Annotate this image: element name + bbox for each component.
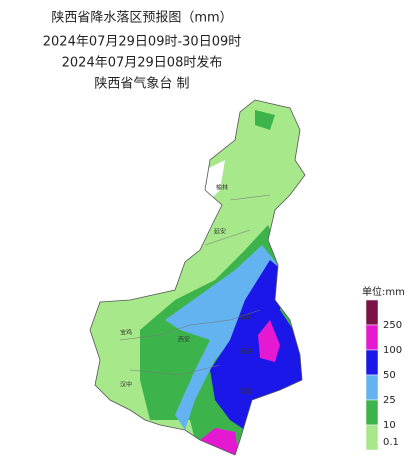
district-border: [119, 194, 271, 376]
legend-label: 50: [383, 370, 396, 381]
issued: 2024年07月29日08时发布: [62, 55, 223, 71]
city-label: 榆林: [216, 184, 228, 192]
no-rain: [205, 160, 225, 205]
legend-swatch: [365, 374, 379, 401]
legend-swatch: [365, 324, 379, 351]
city-label: 商洛: [240, 348, 252, 356]
legend: 250 100 50 25 10 0.1: [365, 299, 402, 451]
area-100: [258, 320, 280, 362]
city-label: 西安: [178, 336, 190, 344]
legend-label: 0.1: [383, 437, 399, 448]
legend-label: 25: [383, 395, 396, 406]
legend-swatch: [365, 424, 379, 451]
area-10: [255, 110, 275, 130]
legend-label: 100: [383, 345, 402, 356]
legend-label: 10: [383, 420, 396, 431]
period: 2024年07月29日09时-30日09时: [43, 35, 242, 50]
legend-label: 250: [383, 320, 402, 331]
city-label: 宝鸡: [120, 329, 132, 337]
legend-swatch: [365, 299, 379, 326]
province-map: [89, 99, 306, 456]
city-label: 汉中: [120, 381, 132, 389]
city-label: 安康: [240, 388, 252, 396]
issuer: 陕西省气象台 制: [94, 76, 189, 92]
legend-swatch: [365, 399, 379, 426]
legend-unit: 单位:mm: [362, 285, 405, 298]
legend-swatch: [365, 349, 379, 376]
title: 陕西省降水落区预报图（mm）: [51, 11, 232, 26]
area-25: [165, 245, 278, 430]
area-50: [210, 260, 305, 430]
city-label: 延安: [214, 228, 226, 236]
city-label: 渭南: [240, 314, 252, 322]
